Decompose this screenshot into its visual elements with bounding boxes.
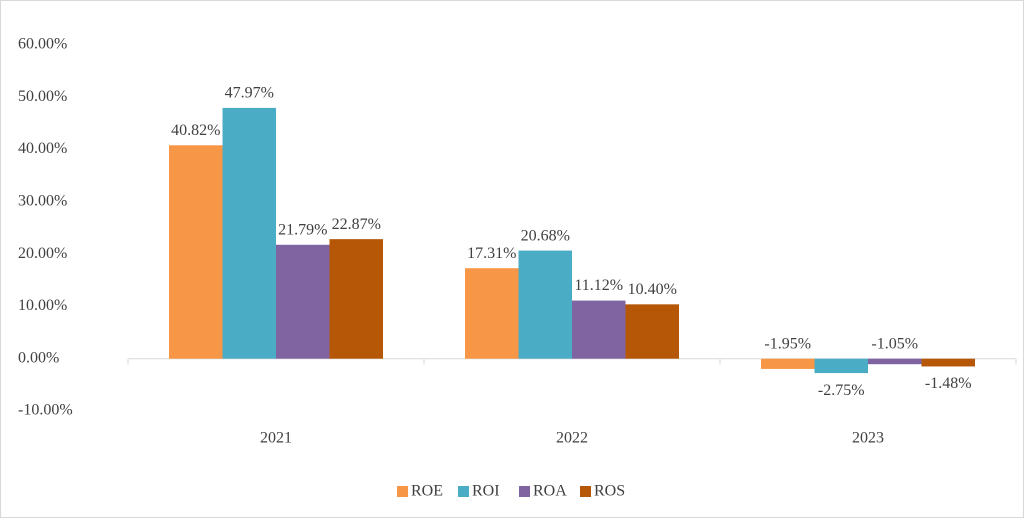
data-label: -1.05% [871,335,918,352]
legend-label: ROE [411,483,443,500]
bar [625,304,679,359]
bar [868,358,922,365]
x-tick-label: 2023 [852,430,884,447]
bar [222,107,276,359]
data-label: 40.82% [171,122,220,139]
data-label: -1.48% [925,375,972,392]
y-tick-label: -10.00% [18,402,73,419]
data-label: 10.40% [628,281,677,298]
legend-swatch [397,486,408,497]
bar [921,358,975,367]
bar [169,145,223,359]
legend-swatch [580,486,591,497]
bar [814,358,868,374]
data-label: 21.79% [278,221,327,238]
legend-label: ROA [533,483,567,500]
bar [518,250,572,359]
bar [761,358,815,369]
y-tick-label: 30.00% [18,193,67,210]
y-tick-label: 60.00% [18,36,67,53]
data-label: 20.68% [521,227,570,244]
legend-label: ROI [472,483,500,500]
bar [465,268,519,359]
data-label: 11.12% [574,277,623,294]
y-tick-label: 10.00% [18,297,67,314]
x-tick-label: 2022 [556,430,588,447]
data-label: 47.97% [225,85,274,102]
legend-swatch [519,486,530,497]
bar [572,300,626,359]
data-label: 22.87% [332,216,381,233]
y-tick-label: 0.00% [18,349,59,366]
legend-label: ROS [594,483,625,500]
bar [329,239,383,359]
data-label: -1.95% [764,335,811,352]
y-tick-label: 40.00% [18,140,67,157]
legend-swatch [458,486,469,497]
bar [276,244,330,359]
data-label: 17.31% [467,245,516,262]
x-tick-label: 2021 [260,430,292,447]
data-label: -2.75% [818,382,865,399]
y-tick-label: 50.00% [18,88,67,105]
y-tick-label: 20.00% [18,245,67,262]
